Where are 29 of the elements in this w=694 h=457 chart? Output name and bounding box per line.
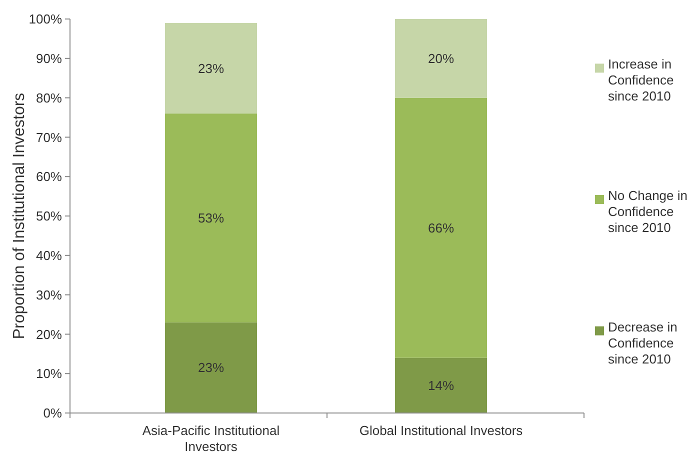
legend-label: No Change in Confidence since 2010 — [608, 188, 688, 235]
data-label: 20% — [428, 50, 454, 66]
y-tick-label: 60% — [36, 169, 62, 184]
y-tick-label: 30% — [36, 287, 62, 302]
data-label: 53% — [198, 210, 224, 226]
legend-label: Decrease in Confidence since 2010 — [608, 319, 678, 366]
bar — [165, 22, 257, 114]
x-tick-label: Asia-Pacific Institutional Investors — [142, 423, 280, 454]
bar — [395, 358, 487, 413]
y-tick-label: 70% — [36, 130, 62, 145]
bar — [395, 98, 487, 358]
data-label: 23% — [198, 360, 224, 376]
data-label: 23% — [198, 60, 224, 76]
y-tick-label: 100% — [28, 12, 62, 27]
bar — [165, 322, 257, 413]
y-tick-label: 40% — [36, 248, 62, 263]
data-label: 66% — [428, 220, 454, 236]
x-tick-label: Global Institutional Investors — [359, 423, 524, 438]
y-tick-label: 10% — [36, 366, 62, 382]
y-tick-label: 50% — [36, 208, 62, 224]
y-tick-label: 80% — [36, 90, 62, 106]
data-label: 14% — [428, 378, 454, 393]
y-tick-label: 20% — [36, 326, 62, 342]
y-axis-title: Proportion of Institutional Investors — [11, 92, 28, 340]
bar — [395, 19, 487, 98]
legend-label: Increase in Confidence since 2010 — [608, 56, 674, 104]
y-tick-label: 0% — [43, 406, 62, 421]
y-tick-label: 90% — [36, 50, 62, 66]
bar — [165, 114, 257, 322]
